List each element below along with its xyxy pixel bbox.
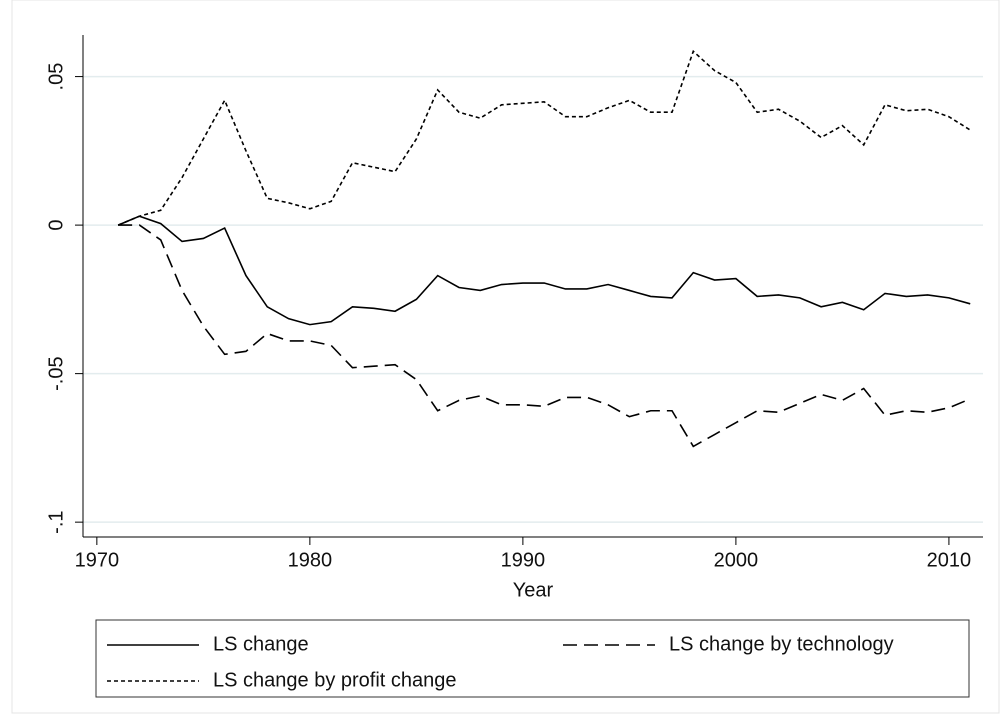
x-axis-label: Year xyxy=(513,579,554,601)
series-line xyxy=(118,224,971,448)
y-tick-label: -.1 xyxy=(45,510,67,533)
y-tick-label: 0 xyxy=(45,220,67,231)
x-tick-label: 1970 xyxy=(75,549,120,571)
x-tick-label: 1990 xyxy=(501,549,546,571)
legend-label: LS change by technology xyxy=(669,633,894,655)
series-line xyxy=(117,215,971,326)
y-tick-label: -.05 xyxy=(45,356,67,390)
frame xyxy=(11,0,1000,714)
y-tick-label: .05 xyxy=(45,63,67,91)
legend-label: LS change xyxy=(213,633,309,655)
series-line xyxy=(117,49,971,226)
legend-box xyxy=(95,619,970,698)
legend-label: LS change by profit change xyxy=(213,669,457,691)
x-tick-label: 2010 xyxy=(927,549,972,571)
x-tick-label: 2000 xyxy=(714,549,759,571)
x-tick-label: 1980 xyxy=(288,549,333,571)
